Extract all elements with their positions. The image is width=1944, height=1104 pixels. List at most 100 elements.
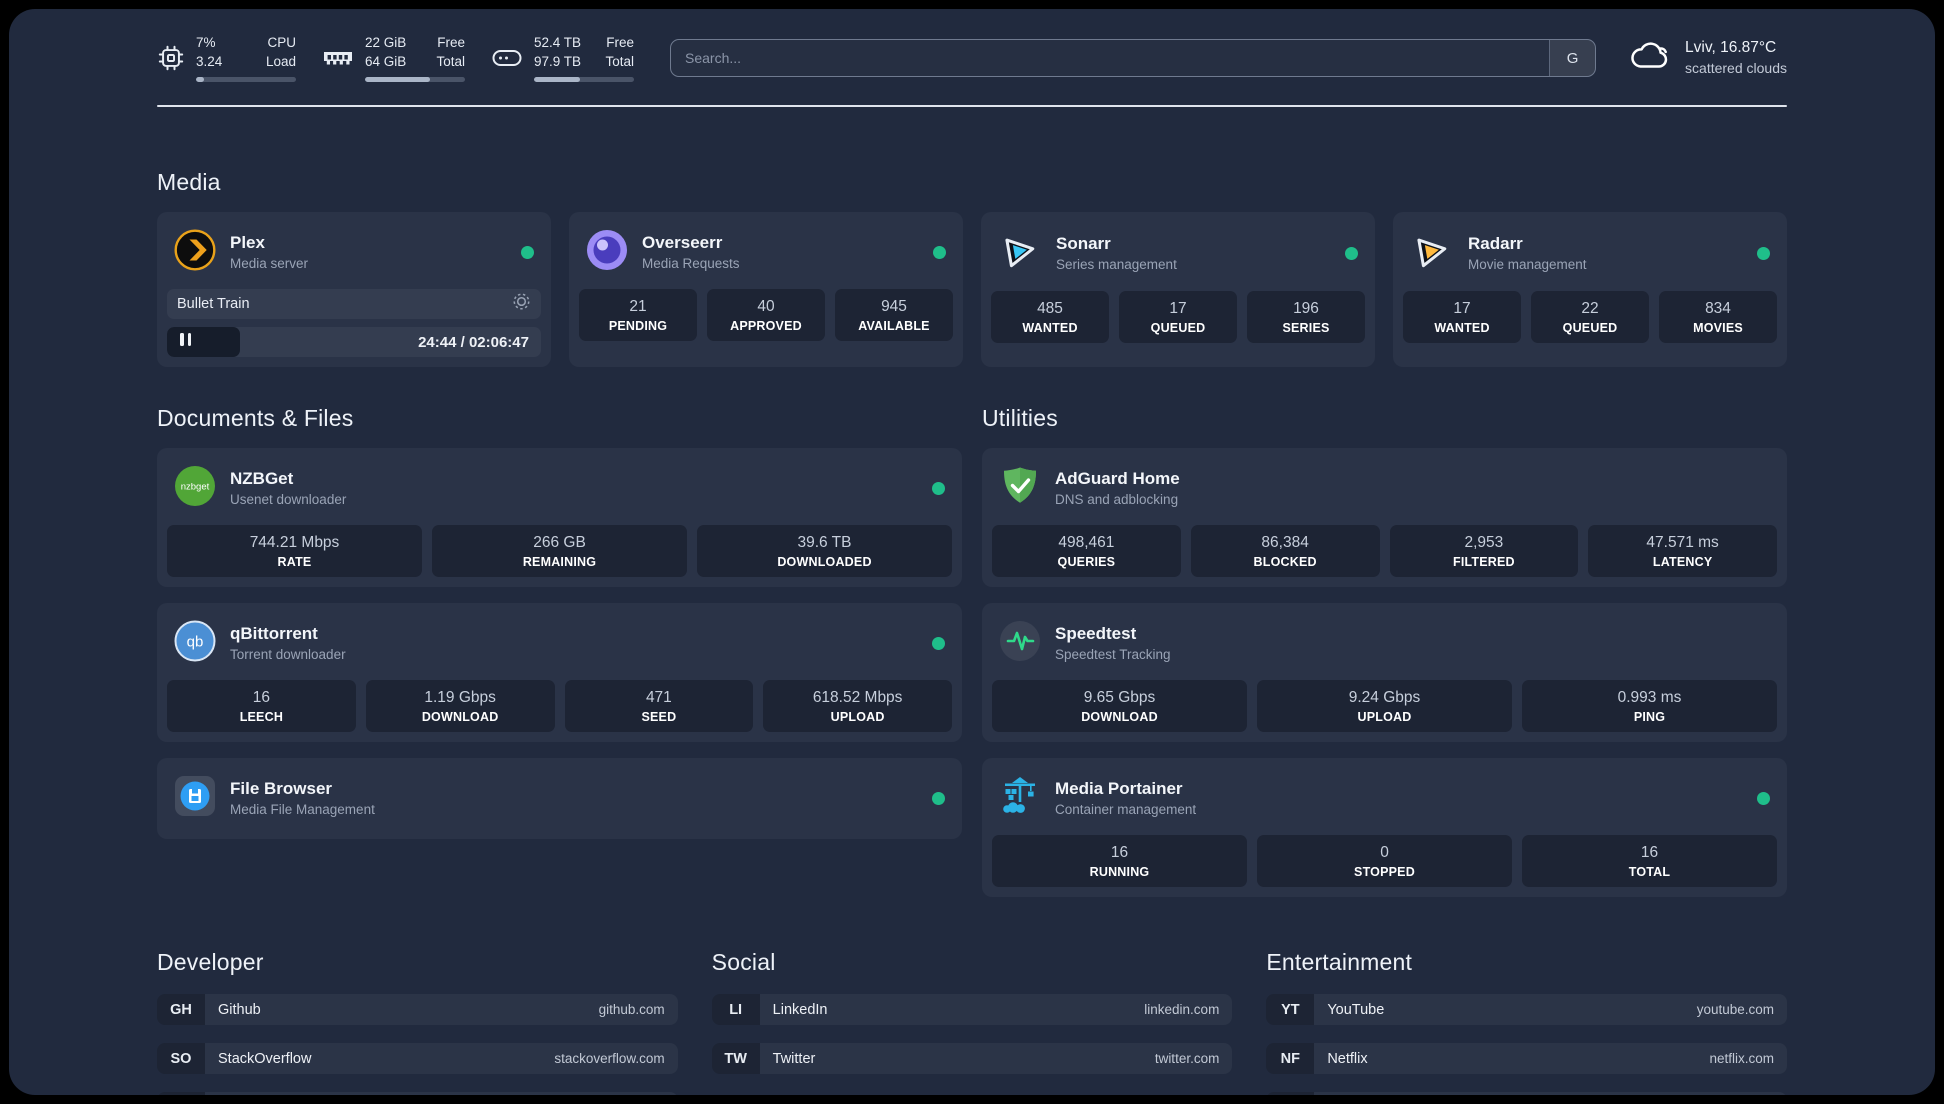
- stat-box: 40 APPROVED: [707, 289, 825, 341]
- cloud-icon: [1628, 39, 1672, 78]
- cpu-percent: 7%: [196, 35, 216, 51]
- app-subtitle: Media Requests: [642, 255, 740, 271]
- media-grid: Plex Media server Bullet Train 2: [157, 212, 1787, 367]
- svg-text:qb: qb: [187, 634, 204, 651]
- pause-icon[interactable]: [180, 333, 192, 351]
- status-dot-online: [1757, 792, 1770, 805]
- stat-box: 9.65 Gbps DOWNLOAD: [992, 680, 1247, 732]
- link-prefix-badge: LI: [711, 994, 760, 1025]
- plex-card[interactable]: Plex Media server Bullet Train 2: [157, 212, 551, 367]
- stat-box: 618.52 Mbps UPLOAD: [763, 680, 952, 732]
- section-title-utilities: Utilities: [982, 405, 1058, 431]
- link-stackoverflow[interactable]: SO StackOverflow stackoverflow.com: [157, 1043, 678, 1074]
- stat-box: 485 WANTED: [991, 291, 1109, 343]
- stat-box: 17 WANTED: [1403, 291, 1521, 343]
- app-name: NZBGet: [230, 468, 294, 488]
- nzbget-card[interactable]: nzbget NZBGet Usenet downloader 744.21 M…: [157, 448, 962, 587]
- portainer-icon: [999, 775, 1041, 822]
- search-provider-button[interactable]: G: [1549, 40, 1596, 76]
- app-subtitle: Movie management: [1468, 256, 1587, 272]
- stat-box: 945 AVAILABLE: [835, 289, 953, 341]
- disk-icon: [491, 46, 523, 70]
- link-reddit[interactable]: RE Redditreddit.com: [1266, 1092, 1787, 1095]
- ram-icon: [322, 47, 354, 69]
- disk-free: 52.4 TB: [534, 35, 582, 51]
- playback-progress: 24:44 / 02:06:47: [167, 327, 541, 357]
- disk-progress: [534, 76, 634, 82]
- app-name: AdGuard Home: [1055, 468, 1180, 488]
- status-dot-online: [1757, 247, 1770, 260]
- stat-box: 196 SERIES: [1247, 291, 1365, 343]
- qbittorrent-card[interactable]: qb qBittorrent Torrent downloader 16 LEEC…: [157, 603, 962, 742]
- app-name: Radarr: [1468, 233, 1523, 253]
- documents-column: Documents & Files nzbget NZBGet Usenet d…: [157, 405, 962, 839]
- app-name: Sonarr: [1056, 233, 1111, 253]
- header-divider: [157, 105, 1787, 107]
- stat-box: 16 LEECH: [167, 680, 356, 732]
- link-netflix[interactable]: NF Netflix netflix.com: [1266, 1043, 1787, 1074]
- stat-box: 834 MOVIES: [1659, 291, 1777, 343]
- ram-total: 64 GiB: [365, 54, 407, 69]
- portainer-card[interactable]: Media Portainer Container management 16 R…: [982, 758, 1787, 897]
- adguard-icon: [999, 465, 1041, 512]
- stat-box: 2,953 FILTERED: [1389, 525, 1579, 577]
- stat-box: 39.6 TB DOWNLOADED: [697, 525, 952, 577]
- sonarr-card[interactable]: Sonarr Series management 485 WANTED 17 QUE…: [981, 212, 1375, 367]
- link-prefix-badge: NF: [1266, 1043, 1315, 1074]
- ram-stat: 22 GiB 64 GiB Free Total: [322, 34, 465, 82]
- search-input[interactable]: [671, 40, 1550, 76]
- stat-box: 16 RUNNING: [992, 835, 1247, 887]
- link-prefix-badge: SO: [157, 1043, 205, 1074]
- link-youtube[interactable]: YT YouTube youtube.com: [1266, 994, 1787, 1025]
- utilities-column: Utilities AdGuard Home DNS and adblockin…: [982, 405, 1787, 897]
- stat-box: 744.21 Mbps RATE: [167, 525, 422, 577]
- weather-location: Lviv, 16.87°C: [1685, 39, 1777, 57]
- link-prefix-badge: YT: [1266, 994, 1315, 1025]
- stat-box: 266 GB REMAINING: [432, 525, 687, 577]
- ram-free: 22 GiB: [365, 35, 407, 51]
- ram-progress: [365, 76, 465, 82]
- link-linkedin[interactable]: LI LinkedIn linkedin.com: [711, 994, 1233, 1025]
- stat-box: 9.24 Gbps UPLOAD: [1257, 680, 1512, 732]
- qbittorrent-icon: qb: [174, 620, 216, 667]
- stat-box: 21 PENDING: [579, 289, 697, 341]
- now-playing-title: Bullet Train: [177, 296, 250, 312]
- app-name: Plex: [230, 232, 265, 252]
- stat-box: 0 STOPPED: [1257, 835, 1512, 887]
- speedtest-icon: [999, 620, 1041, 667]
- stat-box: 22 QUEUED: [1531, 291, 1649, 343]
- stat-box: 1.19 Gbps DOWNLOAD: [365, 680, 555, 732]
- app-subtitle: Usenet downloader: [230, 491, 347, 507]
- link-prefix-badge: DT: [157, 1092, 205, 1095]
- section-title-social: Social: [711, 949, 776, 975]
- status-dot-online: [932, 637, 945, 650]
- status-dot-online: [933, 246, 946, 259]
- search-bar: G: [670, 39, 1597, 77]
- cpu-progress: [196, 76, 296, 82]
- link-github[interactable]: GH Github github.com: [157, 994, 678, 1025]
- disk-stat: 52.4 TB 97.9 TB Free Total: [491, 34, 634, 82]
- stat-box: 471 SEED: [564, 680, 754, 732]
- section-title-documents: Documents & Files: [157, 405, 354, 431]
- camera-icon[interactable]: [512, 292, 531, 316]
- app-name: Media Portainer: [1055, 778, 1183, 798]
- speedtest-card[interactable]: Speedtest Speedtest Tracking 9.65 Gbps DO…: [982, 603, 1787, 742]
- stat-box: 498,461 QUERIES: [992, 525, 1181, 577]
- overseerr-icon: [586, 229, 628, 276]
- entertainment-section: Entertainment YT YouTube youtube.com NF N…: [1266, 949, 1787, 1095]
- app-subtitle: Torrent downloader: [230, 646, 346, 662]
- cpu-load: 3.24: [196, 54, 223, 69]
- link-prefix-badge: RE: [1266, 1092, 1315, 1095]
- filebrowser-card[interactable]: File Browser Media File Management: [157, 758, 962, 839]
- radarr-card[interactable]: Radarr Movie management 17 WANTED 22 QUEUE…: [1393, 212, 1787, 367]
- link-twitter[interactable]: TW Twitter twitter.com: [711, 1043, 1233, 1074]
- app-subtitle: Series management: [1056, 256, 1177, 272]
- app-name: Overseerr: [642, 232, 723, 252]
- adguard-card[interactable]: AdGuard Home DNS and adblocking 498,461 Q…: [982, 448, 1787, 587]
- stat-box: 0.993 ms PING: [1522, 680, 1777, 732]
- overseerr-card[interactable]: Overseerr Media Requests 21 PENDING 40 APP…: [569, 212, 963, 367]
- link-prefix-badge: GH: [157, 994, 205, 1025]
- social-section: Social LI LinkedIn linkedin.com TW Twitte…: [711, 949, 1233, 1095]
- link-dev-to[interactable]: DT DEVdev.to: [157, 1092, 678, 1095]
- stat-box: 86,384 BLOCKED: [1190, 525, 1380, 577]
